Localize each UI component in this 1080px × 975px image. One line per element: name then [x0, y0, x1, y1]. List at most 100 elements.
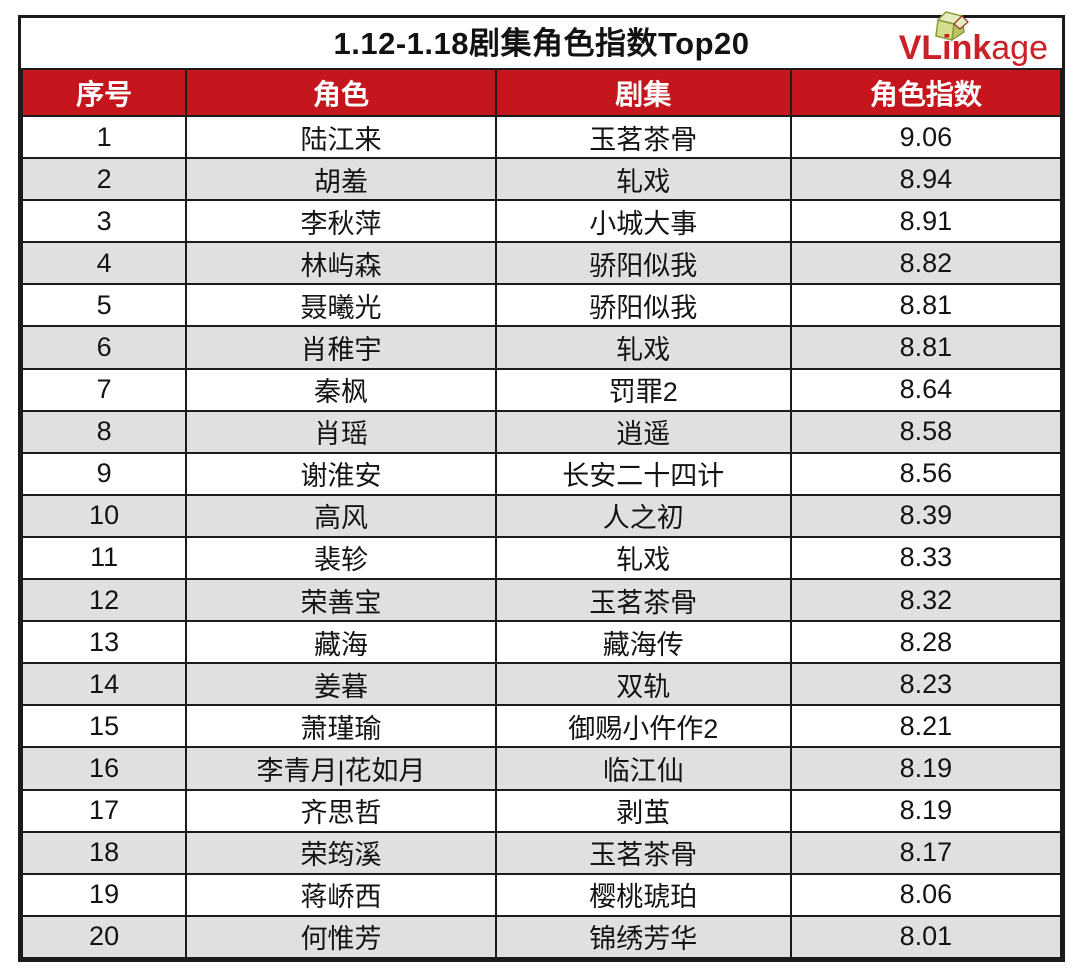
- rank-cell: 12: [20, 578, 188, 623]
- rank-cell: 1: [20, 114, 188, 160]
- table-row: 6 肖稚宇 轧戏 8.81: [20, 325, 1063, 370]
- drama-cell: 小城大事: [494, 199, 792, 244]
- character-cell: 蒋峤西: [185, 872, 497, 917]
- table-row: 7 秦枫 罚罪2 8.64: [20, 367, 1063, 412]
- table-row: 20 何惟芳 锦绣芳华 8.01: [20, 914, 1063, 960]
- index-cell: 8.23: [789, 662, 1063, 707]
- rank-cell: 14: [20, 662, 188, 707]
- index-cell: 8.28: [789, 620, 1063, 665]
- drama-cell: 藏海传: [494, 620, 792, 665]
- rank-cell: 16: [20, 746, 188, 791]
- table-row: 8 肖瑶 逍遥 8.58: [20, 409, 1063, 454]
- index-cell: 8.82: [789, 241, 1063, 286]
- index-cell: 8.32: [789, 578, 1063, 623]
- drama-cell: 轧戏: [494, 535, 792, 581]
- table-row: 4 林屿森 骄阳似我 8.82: [20, 241, 1063, 286]
- drama-cell: 玉茗茶骨: [494, 114, 792, 160]
- drama-cell: 锦绣芳华: [494, 914, 792, 960]
- index-cell: 8.21: [789, 704, 1063, 749]
- character-cell: 李秋萍: [185, 199, 497, 244]
- index-cell: 8.19: [789, 788, 1063, 833]
- box-3d-icon: [924, 10, 974, 44]
- drama-cell: 罚罪2: [494, 367, 792, 412]
- index-cell: 8.81: [789, 325, 1063, 370]
- rank-cell: 19: [20, 872, 188, 917]
- rank-cell: 11: [20, 535, 188, 581]
- table-row: 5 聂曦光 骄阳似我 8.81: [20, 283, 1063, 328]
- drama-cell: 临江仙: [494, 746, 792, 791]
- character-cell: 胡羞: [185, 157, 497, 202]
- rank-cell: 7: [20, 367, 188, 412]
- rank-cell: 15: [20, 704, 188, 749]
- index-cell: 8.39: [789, 493, 1063, 538]
- character-cell: 林屿森: [185, 241, 497, 286]
- character-cell: 聂曦光: [185, 283, 497, 328]
- table-row: 3 李秋萍 小城大事 8.91: [20, 199, 1063, 244]
- drama-cell: 骄阳似我: [494, 241, 792, 286]
- character-cell: 姜暮: [185, 662, 497, 707]
- index-cell: 8.91: [789, 199, 1063, 244]
- drama-cell: 轧戏: [494, 325, 792, 370]
- drama-cell: 轧戏: [494, 157, 792, 202]
- drama-cell: 樱桃琥珀: [494, 872, 792, 917]
- index-cell: 9.06: [789, 114, 1063, 160]
- column-header-drama: 剧集: [494, 68, 792, 117]
- index-cell: 8.17: [789, 830, 1063, 875]
- index-cell: 8.06: [789, 872, 1063, 917]
- character-cell: 肖瑶: [185, 409, 497, 454]
- character-index-table: 序号 角色 剧集 角色指数 1 陆江来 玉茗茶骨 9.06 2 胡羞 轧戏 8.94 3 李秋萍小…: [20, 68, 1063, 960]
- rank-cell: 5: [20, 283, 188, 328]
- table-row: 12 荣善宝 玉茗茶骨 8.32: [20, 578, 1063, 623]
- index-cell: 8.58: [789, 409, 1063, 454]
- index-cell: 8.19: [789, 746, 1063, 791]
- table-row: 10 高风 人之初 8.39: [20, 493, 1063, 538]
- rank-cell: 2: [20, 157, 188, 202]
- table-row: 9 谢淮安 长安二十四计 8.56: [20, 451, 1063, 496]
- index-cell: 8.94: [789, 157, 1063, 202]
- ranking-table: 1.12-1.18剧集角色指数Top20 VLinkage: [18, 11, 1065, 962]
- character-cell: 秦枫: [185, 367, 497, 412]
- rank-cell: 8: [20, 409, 188, 454]
- character-cell: 高风: [185, 493, 497, 538]
- rank-cell: 3: [20, 199, 188, 244]
- index-cell: 8.01: [789, 914, 1063, 960]
- character-cell: 肖稚宇: [185, 325, 497, 370]
- logo-text-light: age: [991, 29, 1048, 67]
- column-header-rank: 序号: [20, 68, 188, 117]
- table-row: 11 裴轸 轧戏 8.33: [20, 535, 1063, 581]
- column-header-character: 角色: [185, 68, 497, 117]
- drama-cell: 剥茧: [494, 788, 792, 833]
- character-cell: 谢淮安: [185, 451, 497, 496]
- table-row: 19 蒋峤西 樱桃琥珀 8.06: [20, 872, 1063, 917]
- rank-cell: 18: [20, 830, 188, 875]
- table-row: 14 姜暮 双轨 8.23: [20, 662, 1063, 707]
- rank-cell: 10: [20, 493, 188, 538]
- index-cell: 8.56: [789, 451, 1063, 496]
- drama-cell: 人之初: [494, 493, 792, 538]
- vlinkage-wordmark: VLinkage: [899, 30, 1048, 66]
- character-cell: 萧瑾瑜: [185, 704, 497, 749]
- rank-cell: 4: [20, 241, 188, 286]
- table-row: 16 李青月|花如月 临江仙 8.19: [20, 746, 1063, 791]
- rank-cell: 20: [20, 914, 188, 960]
- vlinkage-logo: VLinkage: [848, 11, 1048, 66]
- character-cell: 李青月|花如月: [185, 746, 497, 791]
- character-cell: 何惟芳: [185, 914, 497, 960]
- table-body: 1 陆江来 玉茗茶骨 9.06 2 胡羞 轧戏 8.94 3 李秋萍 小城大事 8.91 4 林屿森 骄阳似…: [20, 114, 1063, 960]
- drama-cell: 骄阳似我: [494, 283, 792, 328]
- character-cell: 荣筠溪: [185, 830, 497, 875]
- logo-text-bold: VLink: [898, 29, 992, 67]
- table-row: 18 荣筠溪 玉茗茶骨 8.17: [20, 830, 1063, 875]
- rank-cell: 17: [20, 788, 188, 833]
- rank-cell: 9: [20, 451, 188, 496]
- drama-cell: 玉茗茶骨: [494, 578, 792, 623]
- table-row: 17 齐思哲 剥茧 8.19: [20, 788, 1063, 833]
- page-title: 1.12-1.18剧集角色指数Top20: [333, 26, 750, 61]
- index-cell: 8.81: [789, 283, 1063, 328]
- rank-cell: 13: [20, 620, 188, 665]
- drama-cell: 逍遥: [494, 409, 792, 454]
- character-cell: 藏海: [185, 620, 497, 665]
- column-header-index: 角色指数: [789, 68, 1063, 117]
- table-row: 2 胡羞 轧戏 8.94: [20, 157, 1063, 202]
